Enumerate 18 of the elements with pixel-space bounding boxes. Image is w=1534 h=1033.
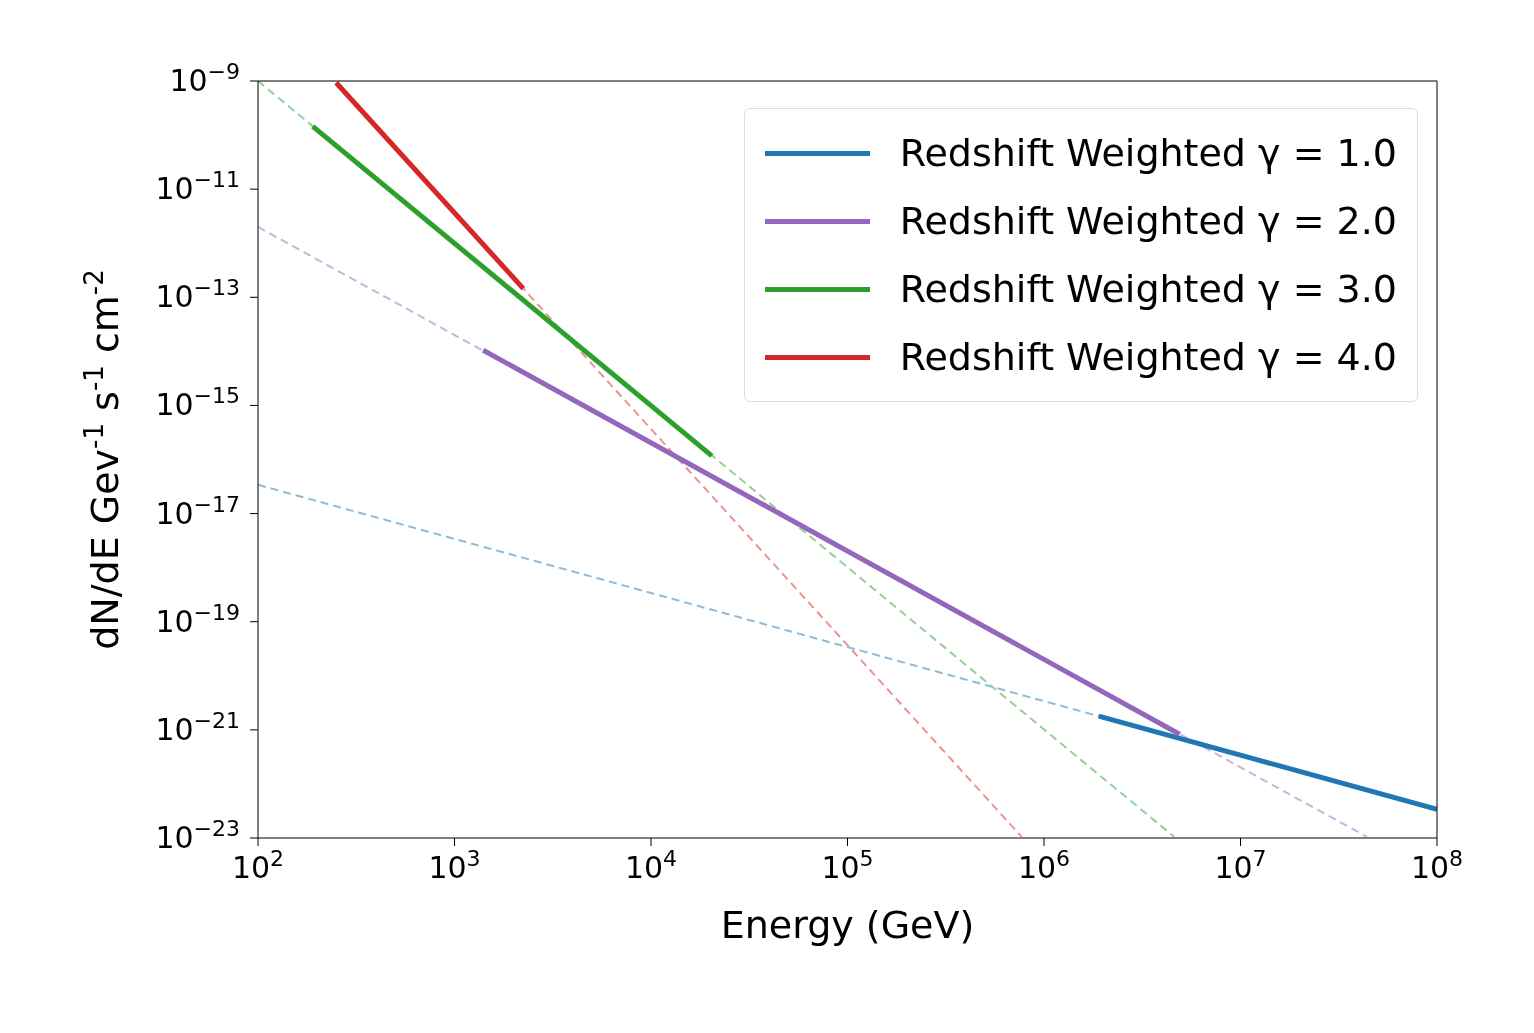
- y-tick-label: 10$^{−11}$: [155, 166, 240, 207]
- x-tick-label: 10$^{5}$: [821, 845, 874, 885]
- legend-label: Redshift Weighted γ = 4.0: [899, 335, 1397, 379]
- x-tick-label: 10$^{4}$: [624, 845, 678, 885]
- y-tick-label: 10$^{−21}$: [155, 707, 240, 747]
- legend-label: Redshift Weighted γ = 1.0: [899, 131, 1397, 175]
- legend-label: Redshift Weighted γ = 3.0: [899, 267, 1397, 311]
- y-tick-label: 10$^{−15}$: [155, 382, 240, 423]
- x-tick-label: 10$^{8}$: [1410, 845, 1464, 885]
- y-tick-label: 10$^{−13}$: [155, 274, 240, 315]
- y-tick-label: 10$^{−17}$: [155, 491, 240, 531]
- y-tick-label: 10$^{−19}$: [155, 599, 240, 639]
- x-axis-title: Energy (GeV): [720, 903, 975, 947]
- x-tick-label: 10$^{6}$: [1017, 845, 1071, 885]
- x-tick-label: 10$^{3}$: [428, 845, 481, 885]
- legend-label: Redshift Weighted γ = 2.0: [899, 199, 1397, 243]
- y-tick-label: 10$^{−9}$: [169, 58, 240, 98]
- x-tick-label: 10$^{7}$: [1214, 845, 1267, 885]
